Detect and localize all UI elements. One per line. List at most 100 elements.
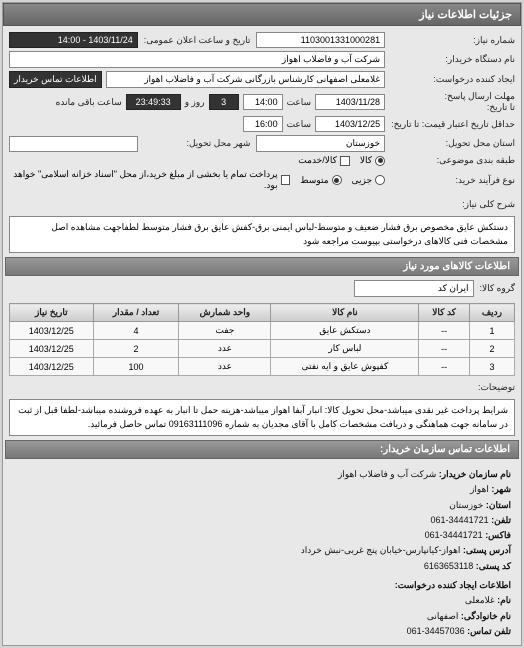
table-cell: -- <box>419 358 470 376</box>
reply-deadline-label: مهلت ارسال پاسخ: تا تاریخ: <box>391 91 515 113</box>
creator-bar: اطلاعات ایجاد کننده درخواست: <box>13 578 511 593</box>
need-number-field: 1103001331000281 <box>256 32 385 48</box>
table-header: نام کالا <box>271 304 419 322</box>
delivery-city-field <box>9 136 138 152</box>
price-validity-label: حداقل تاریخ اعتبار قیمت: تا تاریخ: <box>391 119 515 130</box>
radio-goods-label: کالا <box>360 155 372 166</box>
table-header: کد کالا <box>419 304 470 322</box>
items-section-bar: اطلاعات کالاهای مورد نیاز <box>5 257 519 276</box>
delivery-city-label: شهر محل تحویل: <box>144 138 251 149</box>
until-date-field: 1403/11/28 <box>315 94 385 110</box>
contact-ctel-label: تلفن تماس: <box>467 626 511 636</box>
contact-ctel: 34457036-061 <box>407 626 465 636</box>
items-table: ردیفکد کالانام کالاواحد شمارشتعداد / مقد… <box>9 303 515 376</box>
goods-group-field: ایران کد <box>354 280 474 297</box>
need-desc-label: شرح کلی نیاز: <box>462 199 515 210</box>
table-cell: 1403/12/25 <box>10 340 94 358</box>
contact-addr-label: آدرس پستی: <box>463 545 511 555</box>
price-validity-time: 16:00 <box>243 116 283 132</box>
radio-medium-label: متوسط <box>300 175 328 186</box>
payment-note-label: پرداخت تمام یا بخشی از مبلغ خرید،از محل … <box>9 169 278 191</box>
contact-name-label: نام: <box>497 595 511 605</box>
remain-time-field: 23:49:33 <box>126 94 181 110</box>
delivery-province-field: خوزستان <box>256 135 385 152</box>
table-cell: 100 <box>93 358 179 376</box>
contact-city: اهواز <box>470 484 489 494</box>
form-grid: شماره نیاز: 1103001331000281 تاریخ و ساع… <box>3 26 521 197</box>
remain-day-field: 3 <box>209 94 239 110</box>
announce-datetime-field: 1403/11/24 - 14:00 <box>9 32 138 48</box>
contact-province-label: استان: <box>486 500 511 510</box>
table-row: 2--لباس کارعدد21403/12/25 <box>10 340 515 358</box>
buyer-org-field: شرکت آب و فاضلاب اهواز <box>9 51 385 68</box>
panel-title: جزئیات اطلاعات نیاز <box>3 3 521 26</box>
table-cell: -- <box>419 340 470 358</box>
delivery-province-label: استان محل تحویل: <box>391 138 515 149</box>
need-number-label: شماره نیاز: <box>391 35 515 46</box>
table-cell: 2 <box>469 340 514 358</box>
main-panel: جزئیات اطلاعات نیاز شماره نیاز: 11030013… <box>2 2 522 646</box>
radio-goods[interactable]: کالا <box>360 155 385 166</box>
table-row: 3--کفپوش عایق و ایه نفتیعدد1001403/12/25 <box>10 358 515 376</box>
contact-postal: 6163653118 <box>424 561 473 571</box>
contact-tel-label: تلفن: <box>491 515 511 525</box>
contact-lname-label: نام خانوادگی: <box>461 611 511 621</box>
radio-dot-icon <box>375 156 385 166</box>
until-time-label: ساعت <box>287 97 312 108</box>
remain-day-label: روز و <box>185 97 205 108</box>
contact-province: خوزستان <box>449 500 483 510</box>
notes-label: توضیحات: <box>478 382 515 393</box>
buyer-org-label: نام دستگاه خریدار: <box>391 54 515 65</box>
goods-group-label: گروه کالا: <box>480 283 515 294</box>
table-cell: کفپوش عایق و ایه نفتی <box>271 358 419 376</box>
create-request-label: ایجاد کننده درخواست: <box>391 74 515 85</box>
until-time-field: 14:00 <box>243 94 283 110</box>
radio-partial[interactable]: جزیی <box>352 175 386 186</box>
buyer-contact-button[interactable]: اطلاعات تماس خریدار <box>9 71 102 88</box>
buy-type-radios: جزیی متوسط پرداخت تمام یا بخشی از مبلغ خ… <box>9 169 385 191</box>
table-cell: دستکش عایق <box>271 322 419 340</box>
until-date-label: تا تاریخ: <box>487 102 515 112</box>
table-header: تاریخ نیاز <box>10 304 94 322</box>
table-header: تعداد / مقدار <box>93 304 179 322</box>
contact-org-label: نام سازمان خریدار: <box>439 469 511 479</box>
table-header: ردیف <box>469 304 514 322</box>
checkbox-icon <box>340 156 350 166</box>
contact-block: نام سازمان خریدار: شرکت آب و فاضلاب اهوا… <box>3 461 521 645</box>
price-validity-date: 1403/12/25 <box>315 116 385 132</box>
table-cell: عدد <box>179 340 271 358</box>
pack-type-radios: کالا کالا/خدمت <box>9 155 385 166</box>
table-cell: جفت <box>179 322 271 340</box>
buy-type-label: نوع فرآیند خرید: <box>391 175 515 186</box>
radio-dot-icon <box>375 175 385 185</box>
table-cell: 2 <box>93 340 179 358</box>
notes-box: شرایط پرداخت غیر نقدی میباشد-محل تحویل ک… <box>9 399 515 436</box>
checkbox-icon <box>281 175 291 185</box>
contact-postal-label: کد پستی: <box>476 561 511 571</box>
table-cell: 1 <box>469 322 514 340</box>
table-cell: -- <box>419 322 470 340</box>
table-header: واحد شمارش <box>179 304 271 322</box>
table-cell: 1403/12/25 <box>10 322 94 340</box>
need-desc-box: دستکش عایق مخصوص برق فشار ضعیف و متوسط-ل… <box>9 216 515 253</box>
table-cell: عدد <box>179 358 271 376</box>
table-row: 1--دستکش عایقجفت41403/12/25 <box>10 322 515 340</box>
payment-checkbox[interactable]: پرداخت تمام یا بخشی از مبلغ خرید،از محل … <box>9 169 290 191</box>
radio-partial-label: جزیی <box>352 175 373 186</box>
remain-suffix: ساعت باقی مانده <box>56 97 122 108</box>
radio-medium[interactable]: متوسط <box>300 175 341 186</box>
contact-section-bar: اطلاعات تماس سازمان خریدار: <box>5 440 519 459</box>
table-cell: 3 <box>469 358 514 376</box>
buyer-contact-value: غلامعلی اصفهانی کارشناس بازرگانی شرکت آب… <box>106 71 385 88</box>
contact-tel: 34441721-061 <box>431 515 489 525</box>
radio-dot-icon <box>332 175 342 185</box>
reply-deadline-text: مهلت ارسال پاسخ: <box>444 91 515 101</box>
contact-city-label: شهر: <box>491 484 511 494</box>
radio-goods-service[interactable]: کالا/خدمت <box>298 155 350 166</box>
contact-name: غلامعلی <box>465 595 495 605</box>
table-cell: 4 <box>93 322 179 340</box>
price-validity-time-label: ساعت <box>287 119 312 130</box>
table-cell: 1403/12/25 <box>10 358 94 376</box>
contact-lname: اصفهانی <box>427 611 459 621</box>
radio-goods-service-label: کالا/خدمت <box>298 155 337 166</box>
